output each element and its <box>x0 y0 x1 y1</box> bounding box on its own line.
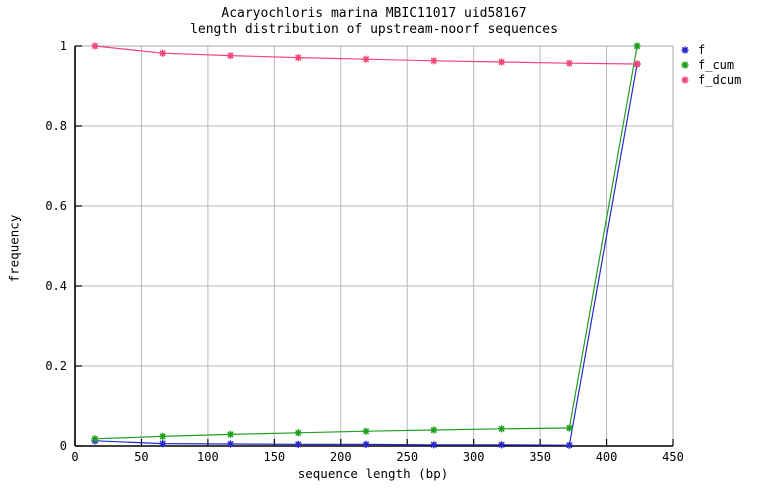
series-marker-f <box>497 441 506 449</box>
series-marker-f_dcum <box>362 55 370 63</box>
y-tick-label: 0 <box>60 439 67 453</box>
legend-item-f_dcum: f_dcum <box>681 73 741 87</box>
x-tick-label: 350 <box>529 450 551 464</box>
legend-label-f_dcum: f_dcum <box>698 73 741 87</box>
series-f_dcum <box>91 42 641 68</box>
x-tick-label: 150 <box>263 450 285 464</box>
series-line-f <box>94 63 638 446</box>
series-marker-f_dcum <box>91 42 99 50</box>
tick-labels: 0 50 100 150 200 250 300 350 400 450 0 0.2 0.4 0.6 0.8… <box>45 39 684 464</box>
y-tick-label: 0.8 <box>45 119 67 133</box>
y-tick-label: 0.4 <box>45 279 67 293</box>
axes <box>74 45 674 447</box>
series-marker-f_dcum <box>497 58 506 66</box>
legend-label-f_cum: f_cum <box>698 58 734 72</box>
series-marker-f <box>430 441 438 449</box>
series-marker-f_cum <box>226 430 235 439</box>
series-marker-f_dcum <box>633 60 641 68</box>
chart-title: Acaryochloris marina MBIC11017 uid58167 <box>221 6 527 21</box>
series-marker-f_cum <box>91 435 99 443</box>
series-marker-f <box>226 440 235 448</box>
series-marker-f_cum <box>158 432 167 441</box>
chart-subtitle: length distribution of upstream-noorf se… <box>190 22 558 37</box>
x-tick-label: 400 <box>596 450 618 464</box>
y-tick-label: 1 <box>60 39 67 53</box>
x-tick-label: 450 <box>662 450 684 464</box>
series-marker-f <box>294 440 303 449</box>
series-marker-f_dcum <box>565 59 574 67</box>
legend-item-f_cum: f_cum <box>681 58 734 72</box>
y-tick-label: 0.2 <box>45 359 67 373</box>
y-tick-label: 0.6 <box>45 199 67 213</box>
series-marker-f <box>158 439 167 448</box>
series-marker-f_cum <box>430 426 438 434</box>
series-marker-f_dcum <box>158 49 167 57</box>
legend-marker-icon-f <box>681 46 689 54</box>
x-tick-label: 0 <box>71 450 78 464</box>
x-axis-label: sequence length (bp) <box>297 466 449 481</box>
series-marker-f_cum <box>633 42 641 50</box>
legend-marker-icon-f_cum <box>681 61 689 69</box>
series-marker-f_dcum <box>226 51 235 60</box>
x-tick-label: 200 <box>330 450 352 464</box>
series-marker-f <box>565 441 574 449</box>
series-f <box>91 60 641 449</box>
series-marker-f <box>362 440 370 449</box>
series-f_cum <box>91 42 641 443</box>
series-line-f_cum <box>94 45 638 440</box>
series-marker-f_cum <box>497 425 506 433</box>
x-tick-label: 100 <box>197 450 219 464</box>
series-marker-f_dcum <box>430 57 438 65</box>
x-tick-label: 300 <box>463 450 485 464</box>
x-tick-label: 50 <box>134 450 148 464</box>
y-axis-label: frequency <box>6 214 22 283</box>
legend-marker-icon-f_dcum <box>681 76 689 84</box>
series-marker-f_cum <box>294 429 303 437</box>
grid <box>75 45 674 446</box>
series-marker-f_cum <box>362 427 370 435</box>
series-marker-f_cum <box>565 424 574 432</box>
legend-item-f: f <box>681 43 705 57</box>
x-tick-label: 250 <box>396 450 418 464</box>
legend-label-f: f <box>698 43 705 57</box>
series-marker-f_dcum <box>294 53 303 62</box>
